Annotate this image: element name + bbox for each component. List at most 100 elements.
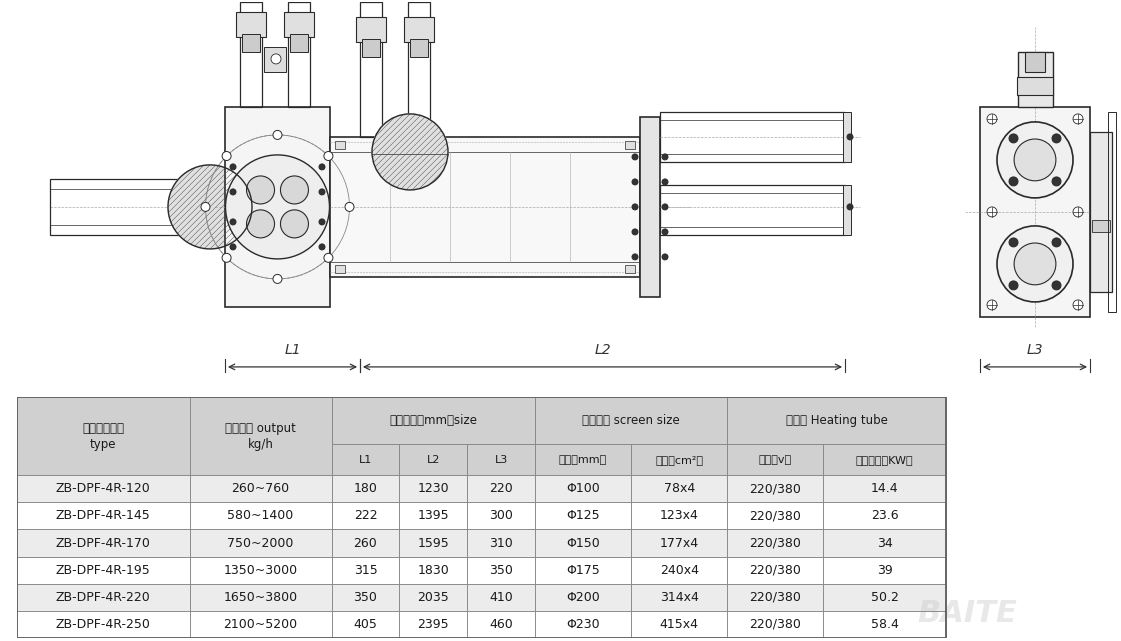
Bar [360, 2, 382, 137]
Bar [824, 529, 946, 556]
Bar [332, 444, 399, 476]
Text: 电压（v）: 电压（v） [759, 454, 791, 465]
Bar [399, 556, 467, 584]
Bar [399, 476, 467, 503]
Text: ZB-DPF-4R-120: ZB-DPF-4R-120 [56, 482, 150, 495]
Circle shape [274, 130, 282, 139]
Text: BAITE: BAITE [918, 599, 1018, 628]
Bar [467, 503, 535, 529]
Bar [535, 444, 631, 476]
Bar [189, 503, 332, 529]
Circle shape [280, 176, 308, 204]
Bar [824, 584, 946, 611]
Circle shape [986, 207, 997, 217]
Text: 1650~3800: 1650~3800 [223, 590, 297, 604]
Bar [660, 112, 845, 162]
Bar [631, 476, 728, 503]
Bar [535, 476, 631, 503]
Bar [399, 503, 467, 529]
Text: 34: 34 [877, 537, 892, 549]
Circle shape [1073, 300, 1083, 310]
Bar [332, 611, 399, 638]
Bar [189, 503, 332, 529]
Circle shape [986, 300, 997, 310]
Circle shape [632, 204, 638, 210]
Text: 23.6: 23.6 [871, 510, 898, 522]
Circle shape [663, 179, 668, 185]
Bar [189, 584, 332, 611]
Bar [399, 611, 467, 638]
Bar [728, 444, 824, 476]
Circle shape [247, 210, 275, 238]
Bar [335, 141, 345, 149]
Bar [824, 503, 946, 529]
Text: 180: 180 [353, 482, 378, 495]
Text: Φ150: Φ150 [566, 537, 600, 549]
Text: 300: 300 [489, 510, 513, 522]
Bar [332, 584, 399, 611]
Bar [728, 529, 824, 556]
Bar [189, 529, 332, 556]
Bar [399, 529, 467, 556]
Text: ZB-DPF-4R-220: ZB-DPF-4R-220 [56, 590, 150, 604]
Text: L2: L2 [594, 343, 611, 357]
Bar [408, 2, 430, 137]
Circle shape [222, 253, 231, 262]
Circle shape [247, 176, 275, 204]
Text: 315: 315 [353, 563, 378, 577]
Bar [980, 107, 1090, 317]
Bar [535, 611, 631, 638]
Bar [404, 17, 434, 42]
Bar [631, 503, 728, 529]
Bar [728, 556, 824, 584]
Bar [237, 12, 266, 37]
Text: 1830: 1830 [417, 563, 450, 577]
Bar [824, 584, 946, 611]
Text: 39: 39 [877, 563, 892, 577]
Text: Φ175: Φ175 [566, 563, 600, 577]
Bar [1025, 52, 1045, 72]
Bar [631, 611, 728, 638]
Bar [728, 611, 824, 638]
Bar [467, 556, 535, 584]
Text: Φ230: Φ230 [566, 618, 600, 631]
Bar [332, 444, 399, 476]
Circle shape [1073, 114, 1083, 124]
Bar [399, 444, 467, 476]
Bar [728, 397, 946, 444]
Text: 面积（cm²）: 面积（cm²） [655, 454, 703, 465]
Bar [399, 503, 467, 529]
Bar [1092, 220, 1110, 232]
Circle shape [345, 203, 354, 212]
Text: 220/380: 220/380 [750, 482, 802, 495]
Bar [50, 179, 220, 235]
Bar [824, 476, 946, 503]
Circle shape [847, 134, 853, 140]
Bar [189, 476, 332, 503]
Text: 460: 460 [489, 618, 513, 631]
Bar [399, 476, 467, 503]
Bar [332, 476, 399, 503]
Bar [631, 476, 728, 503]
Bar [399, 584, 467, 611]
Text: Φ100: Φ100 [566, 482, 600, 495]
Text: 220/380: 220/380 [750, 590, 802, 604]
Circle shape [1051, 134, 1060, 143]
Circle shape [632, 254, 638, 260]
Circle shape [632, 179, 638, 185]
Bar [824, 529, 946, 556]
Bar [535, 397, 728, 444]
Text: 50.2: 50.2 [871, 590, 899, 604]
Bar [332, 556, 399, 584]
Bar [728, 584, 824, 611]
Bar [332, 476, 399, 503]
Text: ZB-DPF-4R-145: ZB-DPF-4R-145 [56, 510, 150, 522]
Bar [189, 556, 332, 584]
Bar [332, 584, 399, 611]
Bar [467, 444, 535, 476]
Circle shape [1009, 238, 1018, 247]
Bar [535, 584, 631, 611]
Text: 260~760: 260~760 [231, 482, 289, 495]
Text: 220/380: 220/380 [750, 537, 802, 549]
Bar [660, 185, 845, 235]
